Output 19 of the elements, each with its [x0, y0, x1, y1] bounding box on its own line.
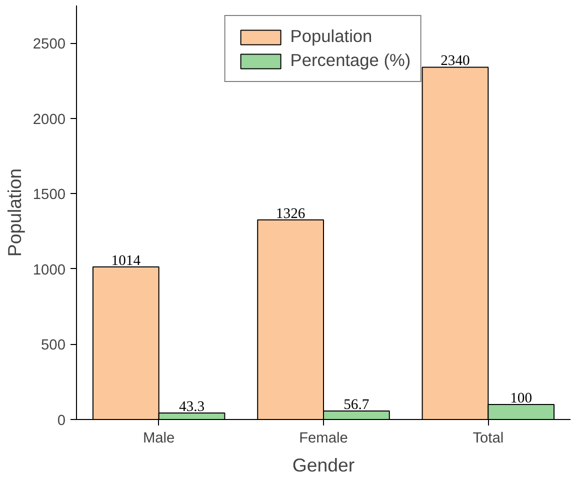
x-tick-label: Total	[472, 430, 504, 446]
data-label: 2340	[440, 53, 470, 70]
legend-label: Population	[290, 26, 372, 47]
data-label: 1326	[276, 206, 306, 222]
y-axis-title: Population	[4, 168, 25, 257]
data-label: 43.3	[178, 398, 205, 415]
y-tick-label: 1500	[32, 187, 66, 204]
y-tick-label: 500	[41, 338, 66, 354]
y-tick-label: 1000	[32, 262, 66, 278]
legend-label: Percentage (%)	[290, 50, 411, 71]
x-tick-label: Female	[299, 430, 348, 446]
data-label: 100	[510, 390, 532, 406]
y-tick-label: 2000	[32, 112, 66, 128]
data-label: 56.7	[344, 396, 370, 413]
y-tick-label: 0	[57, 413, 66, 429]
data-label: 1014	[111, 252, 142, 269]
x-tick-label: Male	[142, 430, 175, 446]
y-tick-label: 2500	[32, 36, 66, 53]
x-axis-title: Gender	[292, 454, 355, 476]
